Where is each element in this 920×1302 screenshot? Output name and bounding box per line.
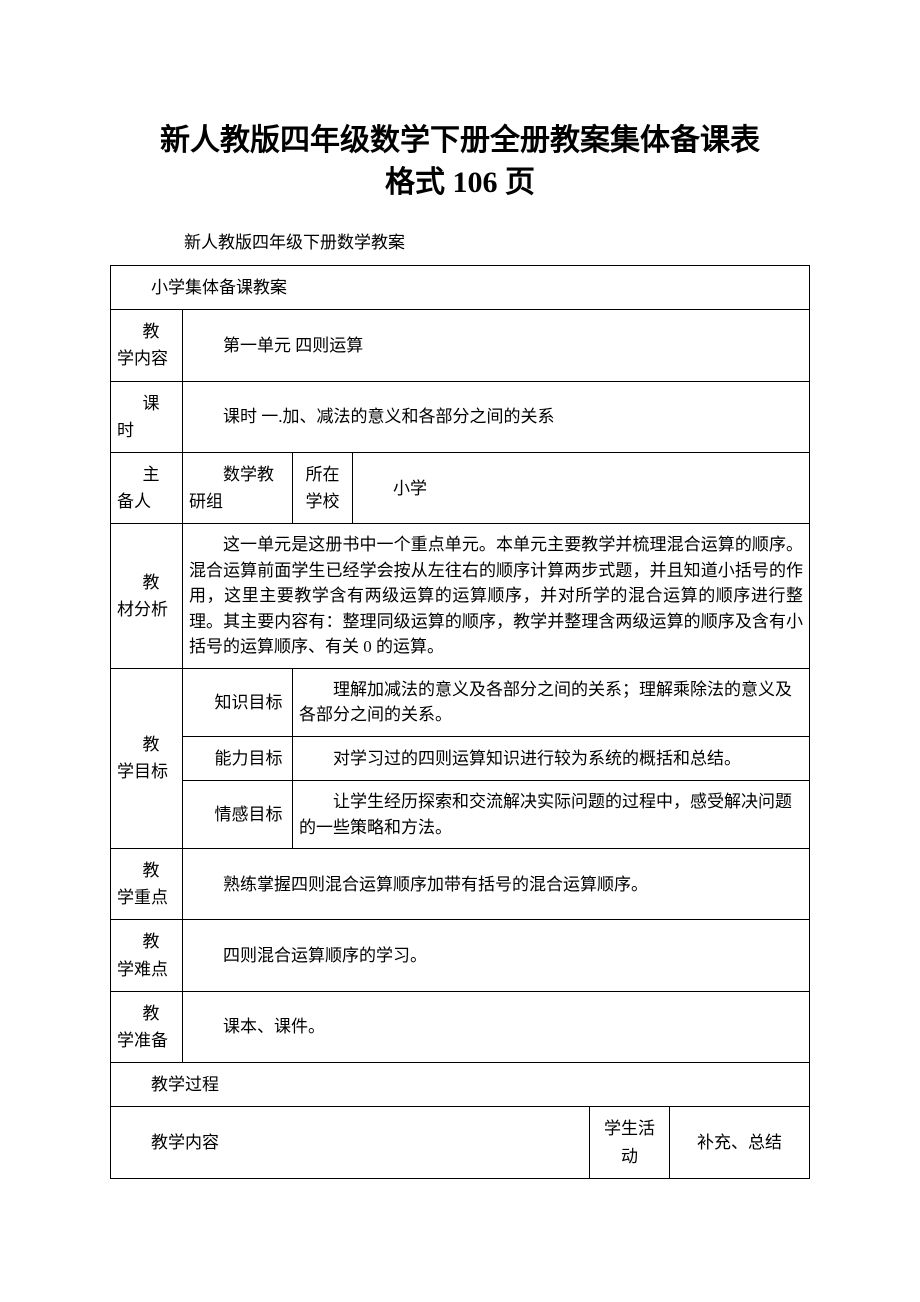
- lesson-plan-table: 小学集体备课教案 教学内容 第一单元 四则运算 课时 课时 一.加、减法的意义和…: [110, 265, 810, 1179]
- process-columns-row: 教学内容 学生活动 补充、总结: [111, 1107, 810, 1178]
- knowledge-goal-row: 教学目标 知识目标 理解加减法的意义及各部分之间的关系；理解乘除法的意义及各部分…: [111, 668, 810, 736]
- emotion-goal-label: 情感目标: [183, 781, 293, 849]
- school-label: 所在学校: [293, 452, 353, 523]
- ability-goal-row: 能力目标 对学习过的四则运算知识进行较为系统的概括和总结。: [111, 736, 810, 780]
- document-subtitle: 新人教版四年级下册数学教案: [110, 228, 810, 253]
- lesson-value: 课时 一.加、减法的意义和各部分之间的关系: [183, 381, 810, 452]
- table-header-cell: 小学集体备课教案: [111, 266, 810, 310]
- process-content-label: 教学内容: [111, 1107, 590, 1178]
- teaching-difficulty-row: 教学难点 四则混合运算顺序的学习。: [111, 920, 810, 991]
- lesson-row: 课时 课时 一.加、减法的意义和各部分之间的关系: [111, 381, 810, 452]
- teaching-content-value: 第一单元 四则运算: [183, 310, 810, 381]
- material-analysis-value: 这一单元是这册书中一个重点单元。本单元主要教学并梳理混合运算的顺序。混合运算前面…: [183, 524, 810, 669]
- material-analysis-label: 教材分析: [111, 524, 183, 669]
- title-line-2: 格式 106 页: [385, 166, 535, 199]
- teaching-content-row: 教学内容 第一单元 四则运算: [111, 310, 810, 381]
- ability-goal-value: 对学习过的四则运算知识进行较为系统的概括和总结。: [293, 736, 810, 780]
- emotion-goal-row: 情感目标 让学生经历探索和交流解决实际问题的过程中，感受解决问题的一些策略和方法…: [111, 781, 810, 849]
- teaching-process-label: 教学过程: [111, 1063, 810, 1107]
- title-line-1: 新人教版四年级数学下册全册教案集体备课表: [160, 124, 760, 157]
- teaching-goals-label: 教学目标: [111, 668, 183, 848]
- school-value: 小学: [353, 452, 810, 523]
- preparer-row: 主备人 数学教研组 所在学校 小学: [111, 452, 810, 523]
- main-preparer-value: 数学教研组: [183, 452, 293, 523]
- supplement-label: 补充、总结: [670, 1107, 810, 1178]
- teaching-focus-value: 熟练掌握四则混合运算顺序加带有括号的混合运算顺序。: [183, 849, 810, 920]
- teaching-focus-label: 教学重点: [111, 849, 183, 920]
- lesson-label: 课时: [111, 381, 183, 452]
- teaching-prep-row: 教学准备 课本、课件。: [111, 991, 810, 1062]
- ability-goal-label: 能力目标: [183, 736, 293, 780]
- student-activity-label: 学生活动: [590, 1107, 670, 1178]
- table-header-row: 小学集体备课教案: [111, 266, 810, 310]
- teaching-prep-value: 课本、课件。: [183, 991, 810, 1062]
- teaching-content-label: 教学内容: [111, 310, 183, 381]
- emotion-goal-value: 让学生经历探索和交流解决实际问题的过程中，感受解决问题的一些策略和方法。: [293, 781, 810, 849]
- teaching-process-row: 教学过程: [111, 1063, 810, 1107]
- knowledge-goal-label: 知识目标: [183, 668, 293, 736]
- teaching-prep-label: 教学准备: [111, 991, 183, 1062]
- teaching-difficulty-label: 教学难点: [111, 920, 183, 991]
- knowledge-goal-value: 理解加减法的意义及各部分之间的关系；理解乘除法的意义及各部分之间的关系。: [293, 668, 810, 736]
- material-analysis-row: 教材分析 这一单元是这册书中一个重点单元。本单元主要教学并梳理混合运算的顺序。混…: [111, 524, 810, 669]
- main-preparer-label: 主备人: [111, 452, 183, 523]
- teaching-difficulty-value: 四则混合运算顺序的学习。: [183, 920, 810, 991]
- document-main-title: 新人教版四年级数学下册全册教案集体备课表 格式 106 页: [110, 120, 810, 204]
- teaching-focus-row: 教学重点 熟练掌握四则混合运算顺序加带有括号的混合运算顺序。: [111, 849, 810, 920]
